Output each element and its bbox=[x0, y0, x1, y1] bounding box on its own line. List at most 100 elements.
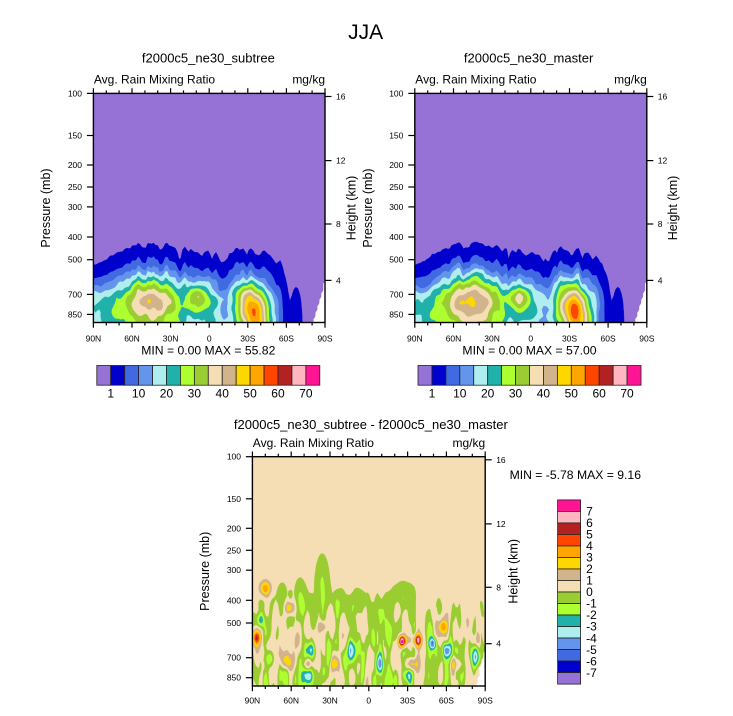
svg-text:4: 4 bbox=[658, 275, 663, 285]
svg-text:0: 0 bbox=[528, 334, 533, 344]
svg-text:500: 500 bbox=[389, 255, 403, 265]
svg-text:mg/kg: mg/kg bbox=[292, 72, 325, 86]
svg-text:60: 60 bbox=[593, 386, 607, 400]
svg-text:Height (km): Height (km) bbox=[666, 176, 680, 241]
svg-text:2: 2 bbox=[586, 562, 593, 576]
svg-text:5: 5 bbox=[586, 528, 593, 542]
svg-text:70: 70 bbox=[299, 386, 313, 400]
svg-text:250: 250 bbox=[68, 182, 82, 192]
svg-text:8: 8 bbox=[336, 219, 341, 229]
svg-text:Avg. Rain Mixing Ratio: Avg. Rain Mixing Ratio bbox=[253, 436, 374, 450]
svg-text:90N: 90N bbox=[407, 334, 423, 344]
svg-text:300: 300 bbox=[389, 202, 403, 212]
svg-text:60N: 60N bbox=[283, 696, 299, 706]
svg-text:16: 16 bbox=[496, 455, 506, 465]
svg-text:Avg. Rain Mixing Ratio: Avg. Rain Mixing Ratio bbox=[415, 72, 536, 86]
svg-text:-3: -3 bbox=[586, 620, 597, 634]
svg-text:850: 850 bbox=[68, 309, 82, 319]
svg-text:16: 16 bbox=[336, 92, 346, 102]
svg-text:Height (km): Height (km) bbox=[345, 176, 359, 241]
svg-text:Pressure (mb): Pressure (mb) bbox=[198, 532, 212, 611]
svg-text:12: 12 bbox=[496, 519, 506, 529]
svg-text:40: 40 bbox=[216, 386, 230, 400]
svg-text:0: 0 bbox=[207, 334, 212, 344]
svg-text:30N: 30N bbox=[322, 696, 338, 706]
svg-text:60N: 60N bbox=[446, 334, 462, 344]
svg-text:500: 500 bbox=[227, 618, 241, 628]
svg-text:Height (km): Height (km) bbox=[506, 539, 520, 604]
svg-text:250: 250 bbox=[227, 545, 241, 555]
svg-text:250: 250 bbox=[389, 182, 403, 192]
svg-text:850: 850 bbox=[389, 309, 403, 319]
svg-text:f2000c5_ne30_subtree: f2000c5_ne30_subtree bbox=[142, 50, 275, 65]
svg-text:90S: 90S bbox=[317, 334, 332, 344]
svg-text:60S: 60S bbox=[601, 334, 616, 344]
svg-text:500: 500 bbox=[68, 255, 82, 265]
svg-text:150: 150 bbox=[68, 131, 82, 141]
svg-text:30S: 30S bbox=[400, 696, 415, 706]
svg-text:90N: 90N bbox=[245, 696, 261, 706]
svg-text:400: 400 bbox=[227, 595, 241, 605]
svg-text:1: 1 bbox=[586, 574, 593, 588]
svg-text:f2000c5_ne30_master: f2000c5_ne30_master bbox=[464, 50, 594, 65]
svg-text:-7: -7 bbox=[586, 666, 597, 680]
svg-text:200: 200 bbox=[227, 523, 241, 533]
svg-text:30: 30 bbox=[188, 386, 202, 400]
svg-text:JJA: JJA bbox=[348, 21, 383, 44]
svg-text:0: 0 bbox=[366, 696, 371, 706]
svg-text:mg/kg: mg/kg bbox=[614, 72, 647, 86]
svg-text:400: 400 bbox=[389, 232, 403, 242]
svg-text:100: 100 bbox=[389, 88, 403, 98]
svg-text:150: 150 bbox=[227, 494, 241, 504]
svg-text:200: 200 bbox=[68, 160, 82, 170]
svg-text:4: 4 bbox=[336, 275, 341, 285]
svg-text:4: 4 bbox=[496, 639, 501, 649]
svg-text:MIN = 0.00 MAX = 57.00: MIN = 0.00 MAX = 57.00 bbox=[462, 344, 596, 358]
svg-text:Avg. Rain Mixing Ratio: Avg. Rain Mixing Ratio bbox=[94, 72, 215, 86]
svg-text:50: 50 bbox=[243, 386, 257, 400]
svg-text:50: 50 bbox=[565, 386, 579, 400]
svg-text:12: 12 bbox=[336, 156, 346, 166]
svg-text:-1: -1 bbox=[586, 597, 597, 611]
svg-text:MIN = 0.00 MAX = 55.82: MIN = 0.00 MAX = 55.82 bbox=[141, 344, 275, 358]
svg-text:6: 6 bbox=[586, 516, 593, 530]
svg-text:90S: 90S bbox=[639, 334, 654, 344]
svg-text:150: 150 bbox=[389, 131, 403, 141]
svg-text:7: 7 bbox=[586, 505, 593, 519]
svg-text:Pressure (mb): Pressure (mb) bbox=[39, 168, 53, 247]
svg-text:70: 70 bbox=[620, 386, 634, 400]
svg-text:60S: 60S bbox=[439, 696, 454, 706]
svg-text:200: 200 bbox=[389, 160, 403, 170]
svg-text:40: 40 bbox=[537, 386, 551, 400]
svg-text:MIN = -5.78 MAX = 9.16: MIN = -5.78 MAX = 9.16 bbox=[510, 468, 642, 482]
svg-text:8: 8 bbox=[496, 582, 501, 592]
svg-text:700: 700 bbox=[68, 289, 82, 299]
svg-text:f2000c5_ne30_subtree - f2000c5: f2000c5_ne30_subtree - f2000c5_ne30_mast… bbox=[234, 417, 509, 432]
svg-text:16: 16 bbox=[658, 92, 668, 102]
svg-text:300: 300 bbox=[68, 202, 82, 212]
svg-text:mg/kg: mg/kg bbox=[453, 436, 486, 450]
svg-text:60N: 60N bbox=[124, 334, 140, 344]
svg-text:12: 12 bbox=[658, 156, 668, 166]
svg-text:700: 700 bbox=[389, 289, 403, 299]
svg-text:20: 20 bbox=[160, 386, 174, 400]
svg-text:30S: 30S bbox=[240, 334, 255, 344]
svg-text:850: 850 bbox=[227, 673, 241, 683]
svg-text:30: 30 bbox=[509, 386, 523, 400]
svg-text:60: 60 bbox=[271, 386, 285, 400]
svg-text:0: 0 bbox=[586, 585, 593, 599]
svg-text:30N: 30N bbox=[163, 334, 179, 344]
svg-text:3: 3 bbox=[586, 551, 593, 565]
svg-text:10: 10 bbox=[453, 386, 467, 400]
svg-text:1: 1 bbox=[107, 386, 114, 400]
svg-text:30N: 30N bbox=[484, 334, 500, 344]
svg-text:100: 100 bbox=[227, 452, 241, 462]
svg-text:-5: -5 bbox=[586, 643, 597, 657]
svg-text:700: 700 bbox=[227, 653, 241, 663]
svg-text:30S: 30S bbox=[562, 334, 577, 344]
svg-text:90S: 90S bbox=[478, 696, 493, 706]
svg-text:-4: -4 bbox=[586, 631, 597, 645]
svg-text:60S: 60S bbox=[279, 334, 294, 344]
svg-text:10: 10 bbox=[132, 386, 146, 400]
svg-text:400: 400 bbox=[68, 232, 82, 242]
